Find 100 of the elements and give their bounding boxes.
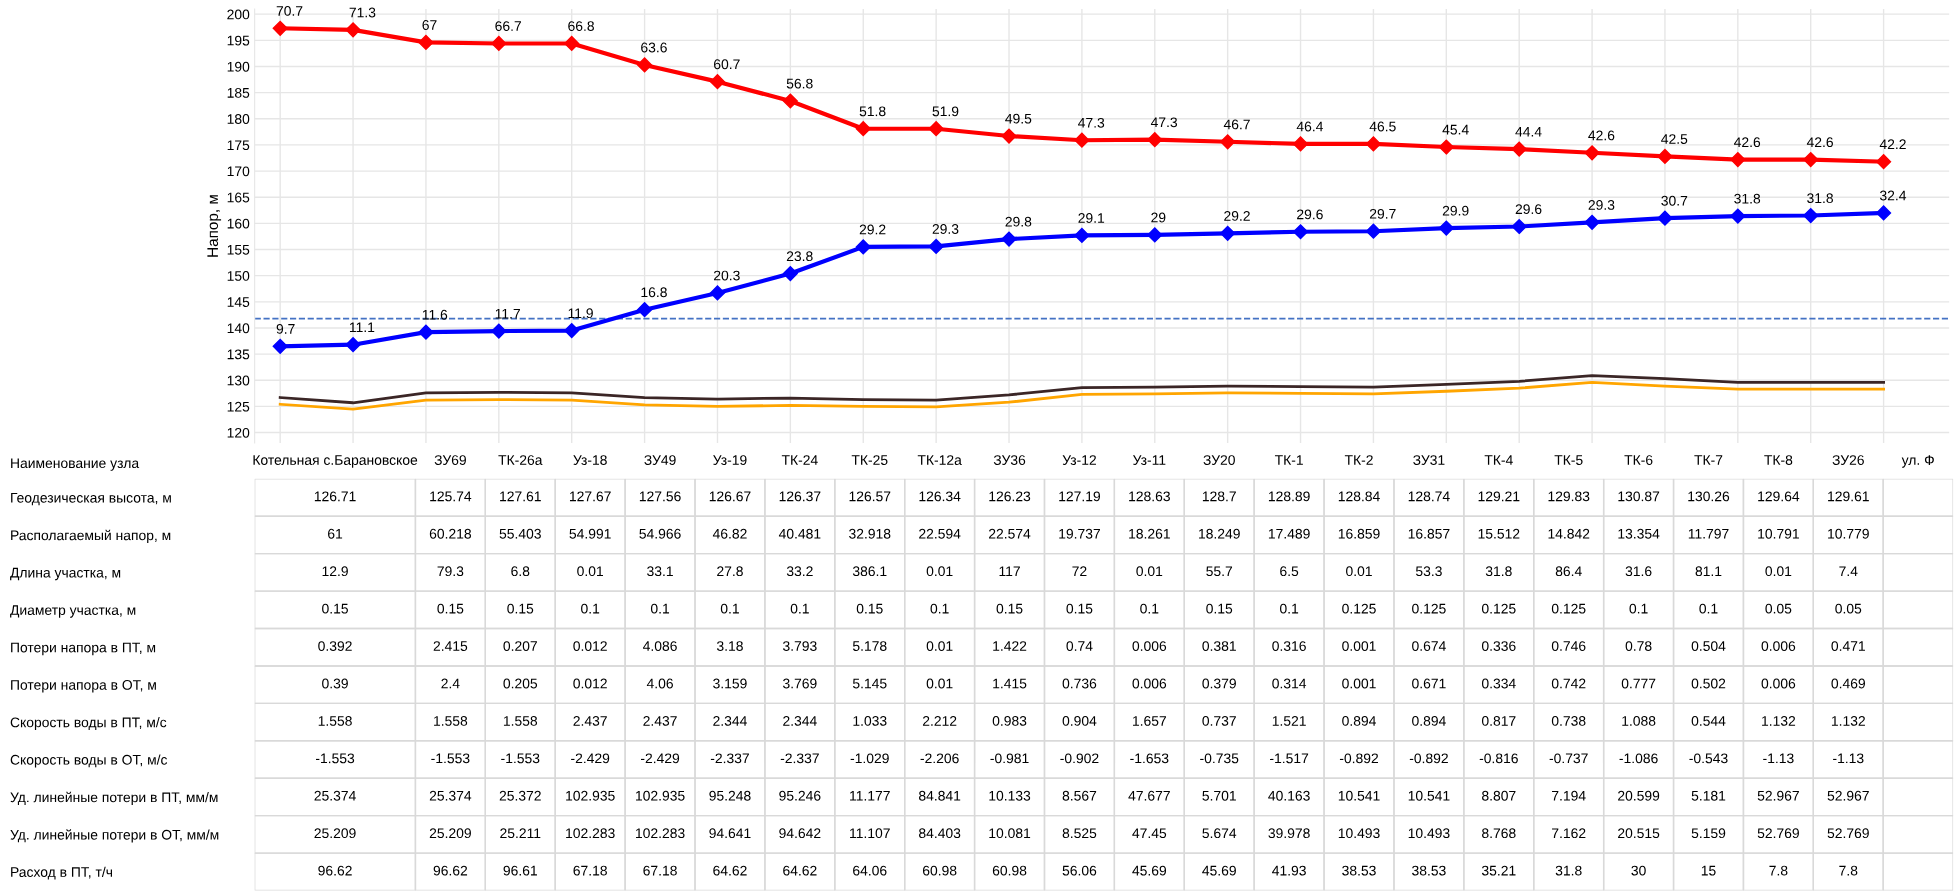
data-label: -1.13 <box>1833 753 1864 764</box>
annotation: 42.6 <box>1734 137 1761 148</box>
annotation: 66.7 <box>495 21 521 31</box>
data-label: 0.207 <box>503 641 537 651</box>
data-label: 39.978 <box>1268 828 1310 839</box>
y-tick-label: Уд. линейные потери в ПТ, мм/м <box>10 791 218 805</box>
data-label: 0.817 <box>1481 716 1516 726</box>
data-label: 117 <box>999 566 1020 576</box>
annotation: 32.4 <box>1879 190 1907 201</box>
annotation: 42.6 <box>1588 130 1615 141</box>
data-label: 54.966 <box>639 528 681 539</box>
data-label: 67.18 <box>643 865 677 876</box>
point <box>1657 210 1673 226</box>
data-label: 0.777 <box>1621 678 1656 689</box>
data-label: -0.892 <box>1339 753 1379 764</box>
x-tick-label: ТК-12а <box>917 455 962 465</box>
point <box>782 266 798 282</box>
y-tick-label: 165 <box>227 192 250 203</box>
annotation: 29.7 <box>1369 208 1396 219</box>
line-series <box>278 374 1885 405</box>
data-label: -0.981 <box>990 753 1029 764</box>
data-label: 1.558 <box>318 716 352 726</box>
data-label: 0.006 <box>1132 678 1167 689</box>
y-tick-label: 185 <box>227 87 250 98</box>
data-label: 0.671 <box>1412 678 1446 689</box>
data-label: 3.18 <box>716 641 743 651</box>
data-label: 45.69 <box>1132 865 1167 876</box>
data-label: 0.336 <box>1481 641 1516 651</box>
x-tick-label: ЗУ26 <box>1832 455 1864 465</box>
data-label: 32.918 <box>849 528 891 539</box>
x-tick-label: ТК-26а <box>498 455 543 465</box>
data-label: 14.842 <box>1548 528 1590 539</box>
data-label: 0.738 <box>1551 716 1586 726</box>
data-label: 7.4 <box>1839 566 1858 576</box>
data-label: 40.481 <box>778 528 821 539</box>
data-label: 60.98 <box>992 865 1027 876</box>
point <box>1365 223 1381 239</box>
annotation: 60.7 <box>714 59 740 70</box>
point <box>1365 136 1381 152</box>
x-tick-label: ТК-25 <box>851 455 888 465</box>
x-tick-label: ТК-4 <box>1484 455 1513 465</box>
data-label: 8.768 <box>1482 828 1516 839</box>
data-label: 130.87 <box>1618 491 1660 502</box>
data-label: 22.594 <box>919 528 961 539</box>
data-label: 0.125 <box>1551 603 1586 614</box>
data-label: 15.512 <box>1478 528 1520 539</box>
data-label: 0.15 <box>1066 603 1093 614</box>
y-tick-label: Скорость воды в ОТ, м/с <box>10 754 168 768</box>
annotation: 42.2 <box>1879 139 1906 150</box>
data-label: 56.06 <box>1062 865 1097 876</box>
data-label: 33.2 <box>786 566 813 577</box>
data-label: 129.64 <box>1758 491 1800 502</box>
annotation: 66.8 <box>568 21 594 31</box>
annotation: 23.8 <box>786 251 813 262</box>
annotation: 51.9 <box>932 106 959 117</box>
x-tick-label: Котельная с.Барановское <box>253 455 418 468</box>
data-label: 31.8 <box>1485 566 1512 577</box>
data-label: 16.857 <box>1408 528 1450 539</box>
data-label: 19.737 <box>1059 528 1100 539</box>
point <box>1730 151 1746 168</box>
data-label: 61 <box>328 528 343 539</box>
data-label: -1.653 <box>1130 753 1169 764</box>
point <box>1584 145 1600 161</box>
data-label: 31.8 <box>1555 865 1582 876</box>
point <box>1438 220 1454 236</box>
data-label: 60.218 <box>429 528 472 539</box>
data-label: -0.735 <box>1200 753 1239 764</box>
data-label: 7.8 <box>1839 865 1858 876</box>
data-label: 10.791 <box>1758 528 1799 539</box>
data-label: 5.145 <box>852 678 887 689</box>
annotation: 30.7 <box>1661 195 1688 206</box>
data-label: 86.4 <box>1555 566 1582 577</box>
data-label: 0.746 <box>1551 641 1586 651</box>
point <box>1074 227 1090 243</box>
data-label: 0.78 <box>1625 641 1652 651</box>
y-tick-label: 130 <box>227 375 250 386</box>
x-tick-label: ЗУ20 <box>1203 455 1235 465</box>
data-label: 0.39 <box>322 678 348 689</box>
data-label: 10.493 <box>1338 828 1380 839</box>
data-label: 0.012 <box>573 678 607 689</box>
data-label: 35.21 <box>1481 865 1516 876</box>
annotation: 47.3 <box>1150 117 1178 128</box>
x-tick-label: ТК-1 <box>1274 455 1303 465</box>
data-label: -2.337 <box>780 753 819 764</box>
point <box>491 323 507 339</box>
data-label: 0.983 <box>992 716 1027 726</box>
annotation: 29.8 <box>1005 216 1032 227</box>
y-tick-label: 170 <box>227 166 250 177</box>
data-label: -1.553 <box>501 753 540 764</box>
data-label: 10.541 <box>1338 790 1380 801</box>
x-tick-label: ЗУ49 <box>644 455 676 465</box>
data-label: -2.429 <box>640 753 680 764</box>
y-tick-label: 135 <box>227 349 250 360</box>
data-label: 84.841 <box>919 790 961 801</box>
data-label: -0.816 <box>1479 753 1518 764</box>
annotation: 29.2 <box>1224 211 1250 221</box>
x-tick-label: ТК-7 <box>1694 455 1723 465</box>
point <box>1511 218 1527 235</box>
data-label: 25.211 <box>500 828 541 839</box>
data-label: 5.159 <box>1691 828 1726 839</box>
